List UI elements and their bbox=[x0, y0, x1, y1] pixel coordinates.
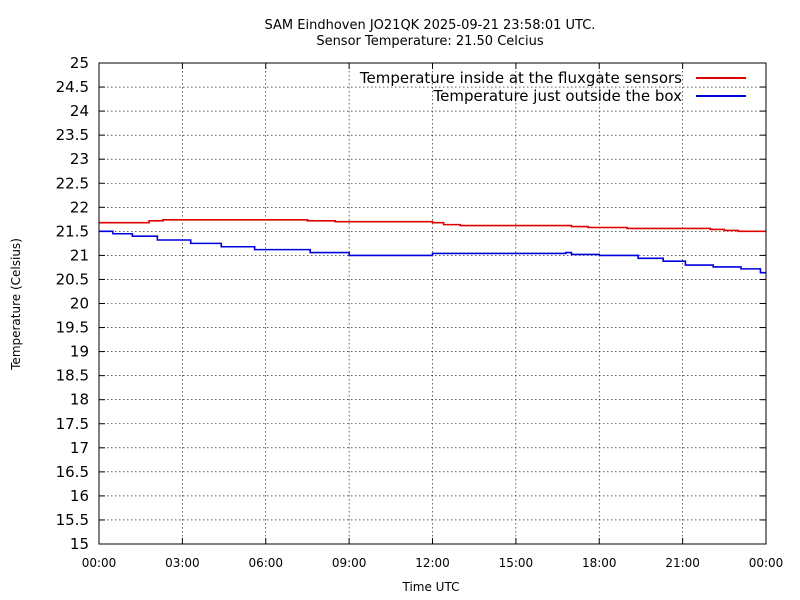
x-tick-label: 21:00 bbox=[665, 556, 700, 570]
series-lines bbox=[99, 219, 766, 274]
x-tick-label: 18:00 bbox=[582, 556, 617, 570]
chart-title: SAM Eindhoven JO21QK 2025-09-21 23:58:01… bbox=[265, 18, 596, 33]
y-tick-label: 23 bbox=[70, 150, 89, 168]
y-tick-label: 25 bbox=[70, 54, 89, 72]
y-tick-label: 17.5 bbox=[56, 415, 89, 433]
x-axis-label: Time UTC bbox=[402, 580, 460, 594]
y-tick-label: 22.5 bbox=[56, 174, 89, 192]
y-tick-label: 18.5 bbox=[56, 367, 89, 385]
chart-subtitle: Sensor Temperature: 21.50 Celcius bbox=[316, 34, 544, 49]
plot-frame bbox=[98, 62, 767, 545]
y-tick-label: 18 bbox=[70, 391, 89, 409]
grid-lines bbox=[99, 63, 766, 544]
x-tick-label: 06:00 bbox=[248, 556, 283, 570]
y-tick-label: 17 bbox=[70, 439, 89, 457]
x-tick-label: 03:00 bbox=[165, 556, 200, 570]
y-axis-ticks: 15 15.5 16 16.5 17 17.5 18 18.5 19 19.5 20 20.5 21 21… bbox=[56, 54, 766, 553]
y-axis-label: Temperature (Celsius) bbox=[9, 238, 23, 371]
series-line-1 bbox=[99, 219, 766, 233]
legend-label-2: Temperature just outside the box bbox=[433, 87, 683, 105]
x-axis-ticks: 00:00 03:00 06:00 09:00 12:00 15:00 18:00 21:00… bbox=[82, 63, 784, 570]
y-tick-label: 15 bbox=[70, 535, 89, 553]
y-tick-label: 23.5 bbox=[56, 126, 89, 144]
y-tick-label: 22 bbox=[70, 198, 89, 216]
y-tick-label: 21.5 bbox=[56, 222, 89, 240]
y-tick-label: 20 bbox=[70, 295, 89, 313]
x-tick-label: 00:00 bbox=[749, 556, 784, 570]
x-tick-label: 12:00 bbox=[415, 556, 450, 570]
y-tick-label: 20.5 bbox=[56, 270, 89, 288]
y-tick-label: 24 bbox=[70, 102, 89, 120]
x-tick-label: 09:00 bbox=[332, 556, 367, 570]
x-tick-label: 15:00 bbox=[499, 556, 534, 570]
y-tick-label: 19.5 bbox=[56, 319, 89, 337]
y-tick-label: 24.5 bbox=[56, 78, 89, 96]
x-tick-label: 00:00 bbox=[82, 556, 117, 570]
y-tick-label: 16 bbox=[70, 487, 89, 505]
y-tick-label: 21 bbox=[70, 246, 89, 264]
y-tick-label: 15.5 bbox=[56, 511, 89, 529]
legend: Temperature inside at the fluxgate senso… bbox=[359, 69, 746, 105]
legend-label-1: Temperature inside at the fluxgate senso… bbox=[359, 69, 682, 87]
y-tick-label: 19 bbox=[70, 343, 89, 361]
series-line-2 bbox=[99, 230, 766, 274]
y-tick-label: 16.5 bbox=[56, 463, 89, 481]
